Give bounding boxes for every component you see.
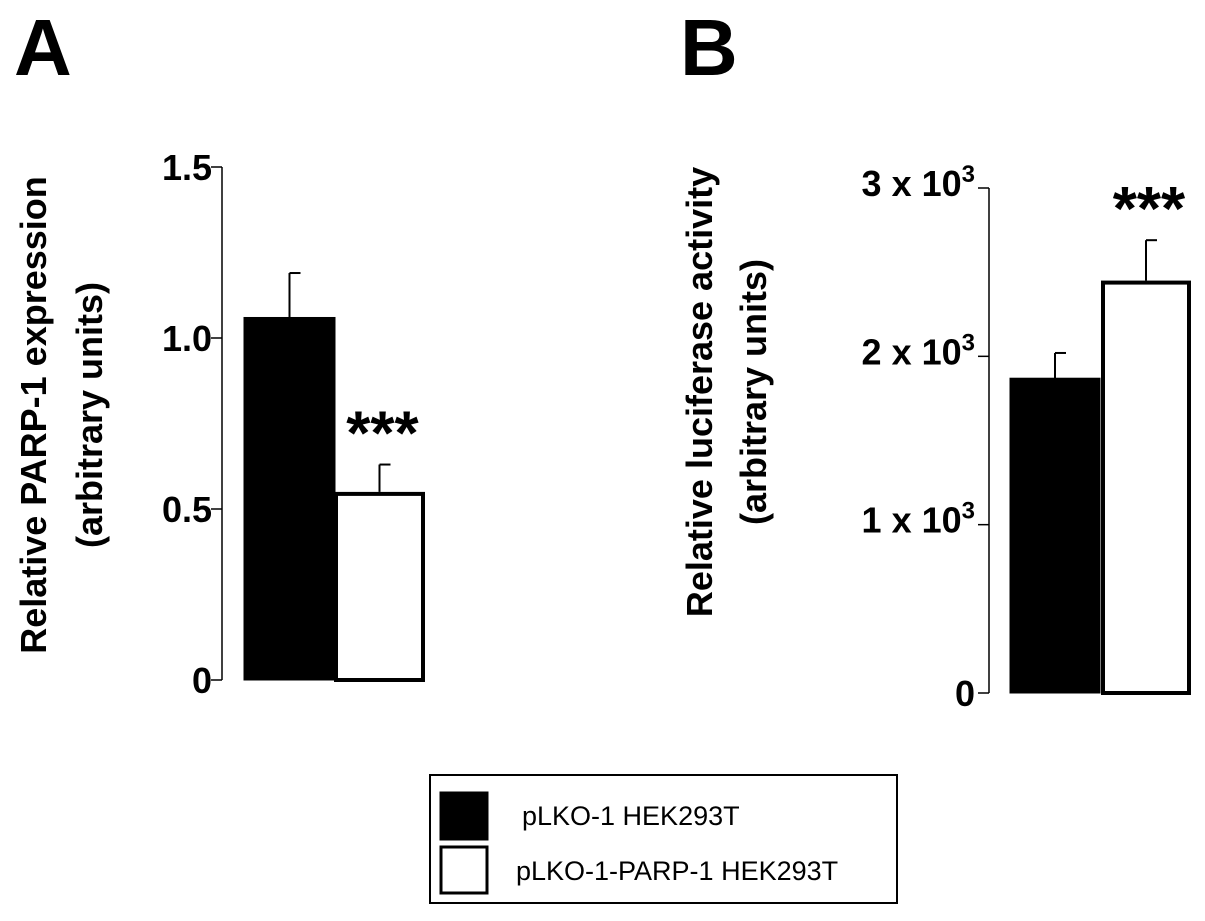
- chart-a-ylabel-line2: (arbitrary units): [69, 282, 110, 548]
- chart-a-ylabel: Relative PARP-1 expression: [13, 176, 54, 654]
- chart-b-y-tick-label: 1 x 103: [862, 498, 975, 541]
- chart-a-significance-label: ***: [346, 400, 419, 469]
- chart-a: Relative PARP-1 expression (arbitrary un…: [13, 147, 425, 701]
- chart-a-y-tick-label: 0: [192, 660, 212, 701]
- chart-a-ylabel-line1: Relative PARP-1 expression: [13, 176, 54, 654]
- chart-a-plot-area: 0 0.5 1.0 1.5 ***: [162, 147, 425, 701]
- legend-swatch-control: [439, 791, 489, 841]
- chart-b-bar-1: [1101, 280, 1191, 695]
- chart-b-ylabel: Relative luciferase activity: [679, 167, 720, 617]
- legend-swatch-parp1: [439, 845, 489, 895]
- chart-b-bar-0: [1009, 377, 1101, 694]
- legend: pLKO-1 HEK293T pLKO-1-PARP-1 HEK293T: [429, 774, 898, 904]
- chart-a-y-tick-label: 1.0: [162, 318, 212, 359]
- legend-label-parp1: pLKO-1-PARP-1 HEK293T: [516, 856, 838, 886]
- chart-b-significance-label: ***: [1113, 175, 1186, 244]
- chart-b-ylabel-line1: Relative luciferase activity: [679, 167, 720, 617]
- chart-b-plot-area: 0 1 x 103 2 x 103 3 x 103 ***: [862, 161, 1191, 714]
- chart-a-bar-0: [243, 316, 336, 681]
- chart-a-ylabel-units: (arbitrary units): [69, 282, 110, 548]
- chart-b-y-tick-label: 3 x 103: [862, 161, 975, 204]
- chart-a-y-tick-label: 1.5: [162, 147, 212, 188]
- panel-letter-b: B: [680, 3, 738, 92]
- chart-b-ylabel-units: (arbitrary units): [733, 259, 774, 525]
- chart-b-y-tick-label: 2 x 103: [862, 329, 975, 372]
- chart-b-ylabel-line2: (arbitrary units): [733, 259, 774, 525]
- chart-b-y-tick-label: 0: [955, 673, 975, 714]
- chart-b: Relative luciferase activity (arbitrary …: [679, 161, 1191, 714]
- chart-a-y-tick-label: 0.5: [162, 489, 212, 530]
- legend-frame: [429, 774, 898, 904]
- chart-a-bar-1: [334, 491, 425, 682]
- legend-label-control: pLKO-1 HEK293T: [522, 801, 740, 831]
- panel-letter-a: A: [14, 3, 72, 92]
